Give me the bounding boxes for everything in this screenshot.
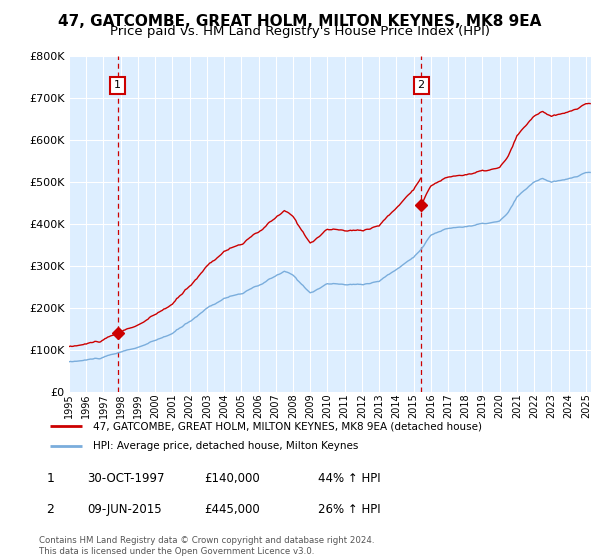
Text: 47, GATCOMBE, GREAT HOLM, MILTON KEYNES, MK8 9EA (detached house): 47, GATCOMBE, GREAT HOLM, MILTON KEYNES,… (93, 421, 482, 431)
Text: £140,000: £140,000 (204, 472, 260, 486)
Text: 30-OCT-1997: 30-OCT-1997 (87, 472, 164, 486)
Text: Price paid vs. HM Land Registry's House Price Index (HPI): Price paid vs. HM Land Registry's House … (110, 25, 490, 38)
Text: 44% ↑ HPI: 44% ↑ HPI (318, 472, 380, 486)
Text: Contains HM Land Registry data © Crown copyright and database right 2024.
This d: Contains HM Land Registry data © Crown c… (39, 536, 374, 556)
Text: 47, GATCOMBE, GREAT HOLM, MILTON KEYNES, MK8 9EA: 47, GATCOMBE, GREAT HOLM, MILTON KEYNES,… (58, 14, 542, 29)
Text: 1: 1 (46, 472, 55, 486)
Text: 1: 1 (114, 81, 121, 90)
Text: 2: 2 (418, 81, 425, 90)
Text: £445,000: £445,000 (204, 503, 260, 516)
Text: 2: 2 (46, 503, 55, 516)
Text: HPI: Average price, detached house, Milton Keynes: HPI: Average price, detached house, Milt… (93, 441, 358, 451)
Text: 09-JUN-2015: 09-JUN-2015 (87, 503, 161, 516)
Text: 26% ↑ HPI: 26% ↑ HPI (318, 503, 380, 516)
